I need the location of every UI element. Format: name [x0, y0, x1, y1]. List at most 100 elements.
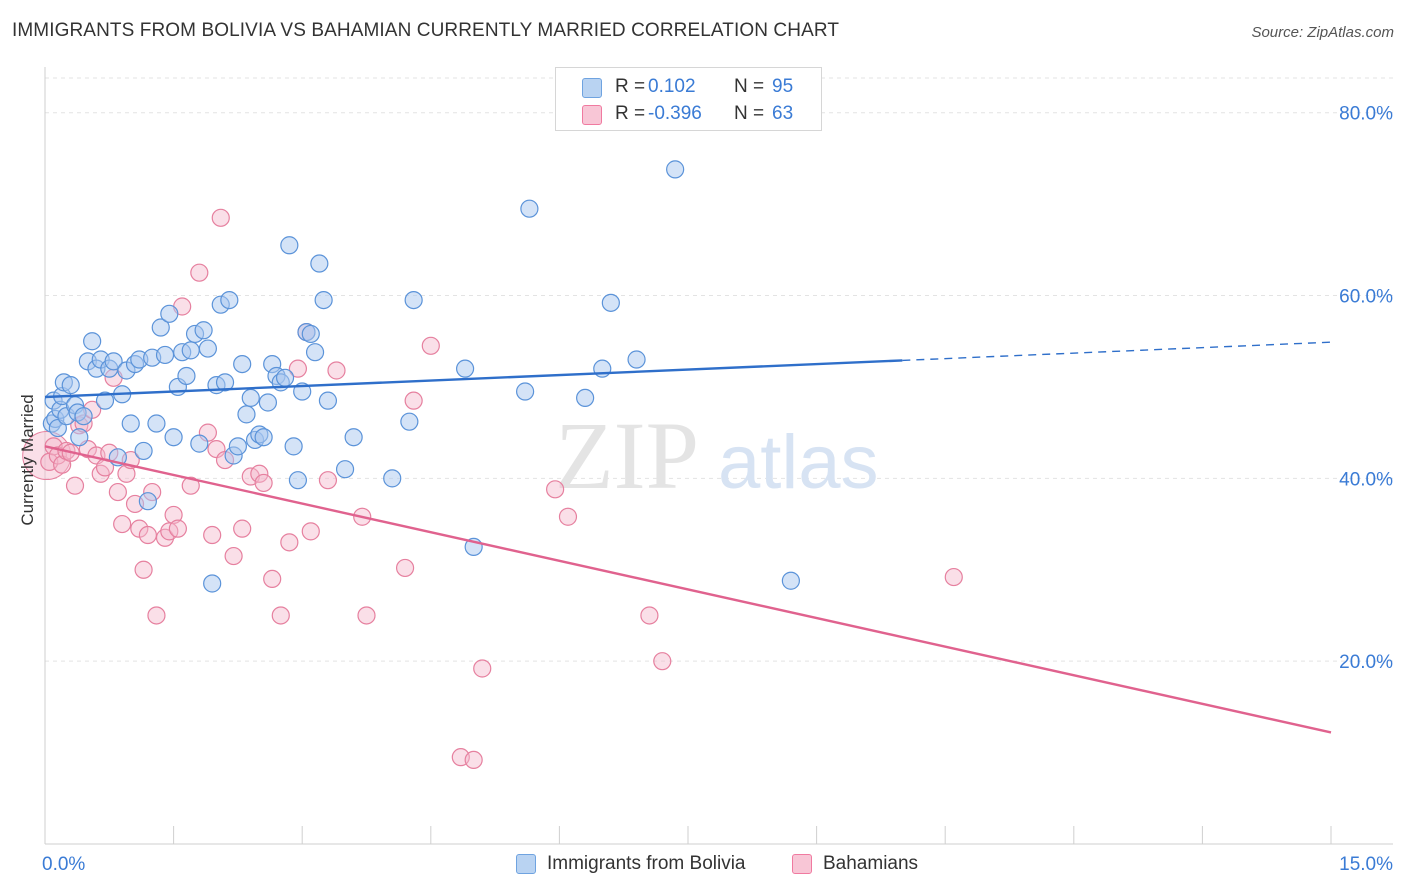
point-bolivia	[516, 382, 535, 401]
y-axis-label: Currently Married	[18, 394, 37, 525]
point-bolivia	[601, 293, 620, 312]
point-bolivia	[220, 291, 239, 310]
point-bahamians	[224, 546, 243, 566]
point-bahamians	[288, 359, 308, 378]
point-bahamians	[357, 606, 376, 625]
point-bahamians	[203, 525, 222, 545]
point-bolivia	[288, 471, 308, 490]
legend-n-label: N =	[734, 76, 765, 97]
point-bahamians	[211, 208, 230, 227]
legend-n-label: N =	[734, 103, 765, 124]
point-bahamians	[164, 505, 183, 525]
point-bolivia	[228, 437, 247, 456]
point-bahamians	[22, 431, 72, 480]
point-bolivia	[83, 332, 102, 351]
point-bahamians	[653, 652, 672, 671]
point-bolivia	[310, 254, 329, 273]
point-bahamians	[271, 606, 290, 625]
bottom-legend-swatch-blue	[516, 854, 536, 874]
tick-labels: 20.0% 40.0% 60.0% 80.0% 0.0% 15.0%	[42, 104, 1393, 875]
point-bolivia	[335, 460, 355, 479]
point-bolivia	[134, 441, 153, 461]
point-bolivia	[383, 469, 402, 488]
point-bahamians	[108, 482, 127, 502]
legend-r-label: R =	[615, 76, 646, 97]
point-bolivia	[258, 393, 278, 412]
trend-line-bolivia-extension	[902, 341, 1332, 362]
point-bolivia	[177, 366, 196, 386]
point-bolivia	[520, 199, 539, 218]
bottom-legend-swatch-pink	[792, 854, 812, 874]
point-bolivia	[215, 373, 235, 392]
series-bolivia-points	[42, 160, 800, 593]
y-tick-label: 40.0%	[1339, 469, 1393, 490]
point-bolivia	[95, 391, 115, 410]
point-bahamians	[254, 473, 273, 493]
point-bolivia	[104, 352, 123, 371]
point-bahamians	[327, 361, 346, 380]
legend-row-bolivia: R = 0.102 N = 95	[556, 73, 821, 101]
point-bolivia	[305, 343, 325, 362]
y-tick-label: 60.0%	[1339, 287, 1393, 308]
point-bahamians	[168, 519, 187, 538]
point-bahamians	[558, 507, 578, 526]
trend-line-bolivia	[44, 359, 903, 399]
x-tick-label: 15.0%	[1339, 854, 1393, 875]
point-bolivia	[284, 437, 303, 456]
x-tick-label: 0.0%	[42, 854, 85, 875]
point-bolivia	[344, 428, 363, 447]
point-bahamians	[421, 336, 440, 355]
point-bahamians	[190, 263, 209, 282]
legend-r-label: R =	[615, 103, 646, 124]
point-bahamians	[464, 750, 483, 770]
watermark-atlas: atlas	[718, 420, 879, 505]
legend-r-value: 0.102	[648, 76, 696, 97]
legend-row-bahamians: R = -0.396 N = 63	[556, 100, 821, 128]
point-bolivia	[151, 318, 170, 337]
point-bahamians	[640, 606, 659, 625]
point-bolivia	[121, 414, 140, 433]
point-bolivia	[301, 324, 320, 344]
point-bolivia	[576, 388, 595, 408]
point-bolivia	[190, 434, 209, 453]
trend-line-bahamians	[44, 445, 1332, 734]
point-bolivia	[155, 345, 175, 365]
point-bolivia	[275, 368, 295, 387]
point-bahamians	[318, 471, 338, 490]
point-bolivia	[318, 391, 338, 410]
axes	[44, 67, 1393, 845]
point-bolivia	[181, 341, 200, 360]
point-bolivia	[203, 574, 222, 593]
source-credit: Source: ZipAtlas.com	[1251, 24, 1394, 41]
point-bolivia	[61, 376, 80, 395]
point-bolivia	[233, 354, 252, 374]
point-bolivia	[74, 407, 93, 426]
point-bahamians	[944, 567, 963, 587]
point-bahamians	[395, 558, 415, 578]
point-bolivia	[198, 339, 217, 358]
point-bolivia	[280, 236, 299, 255]
legend-swatch-pink	[582, 105, 602, 125]
point-bahamians	[404, 391, 423, 410]
point-bahamians	[263, 569, 282, 589]
point-bolivia	[404, 291, 423, 310]
legend-r-value: -0.396	[648, 103, 702, 124]
legend-n-value: 63	[772, 103, 794, 124]
point-bolivia	[241, 388, 260, 408]
bottom-legend-label-bahamians: Bahamians	[823, 853, 919, 874]
point-bahamians	[301, 522, 320, 541]
point-bahamians	[113, 514, 132, 534]
y-tick-label: 80.0%	[1339, 104, 1393, 125]
point-bahamians	[134, 560, 153, 579]
point-bolivia	[164, 428, 183, 447]
point-bolivia	[627, 350, 646, 369]
watermark: ZIP atlas	[555, 402, 879, 509]
stats-legend: R = 0.102 N = 95 R = -0.396 N = 63	[555, 67, 822, 131]
point-bahamians	[138, 525, 157, 545]
point-bahamians	[473, 659, 492, 678]
watermark-zip: ZIP	[555, 402, 699, 509]
point-bolivia	[194, 321, 213, 340]
trend-lines	[44, 341, 1332, 734]
chart-title: IMMIGRANTS FROM BOLIVIA VS BAHAMIAN CURR…	[12, 20, 840, 41]
point-bolivia	[666, 160, 685, 179]
